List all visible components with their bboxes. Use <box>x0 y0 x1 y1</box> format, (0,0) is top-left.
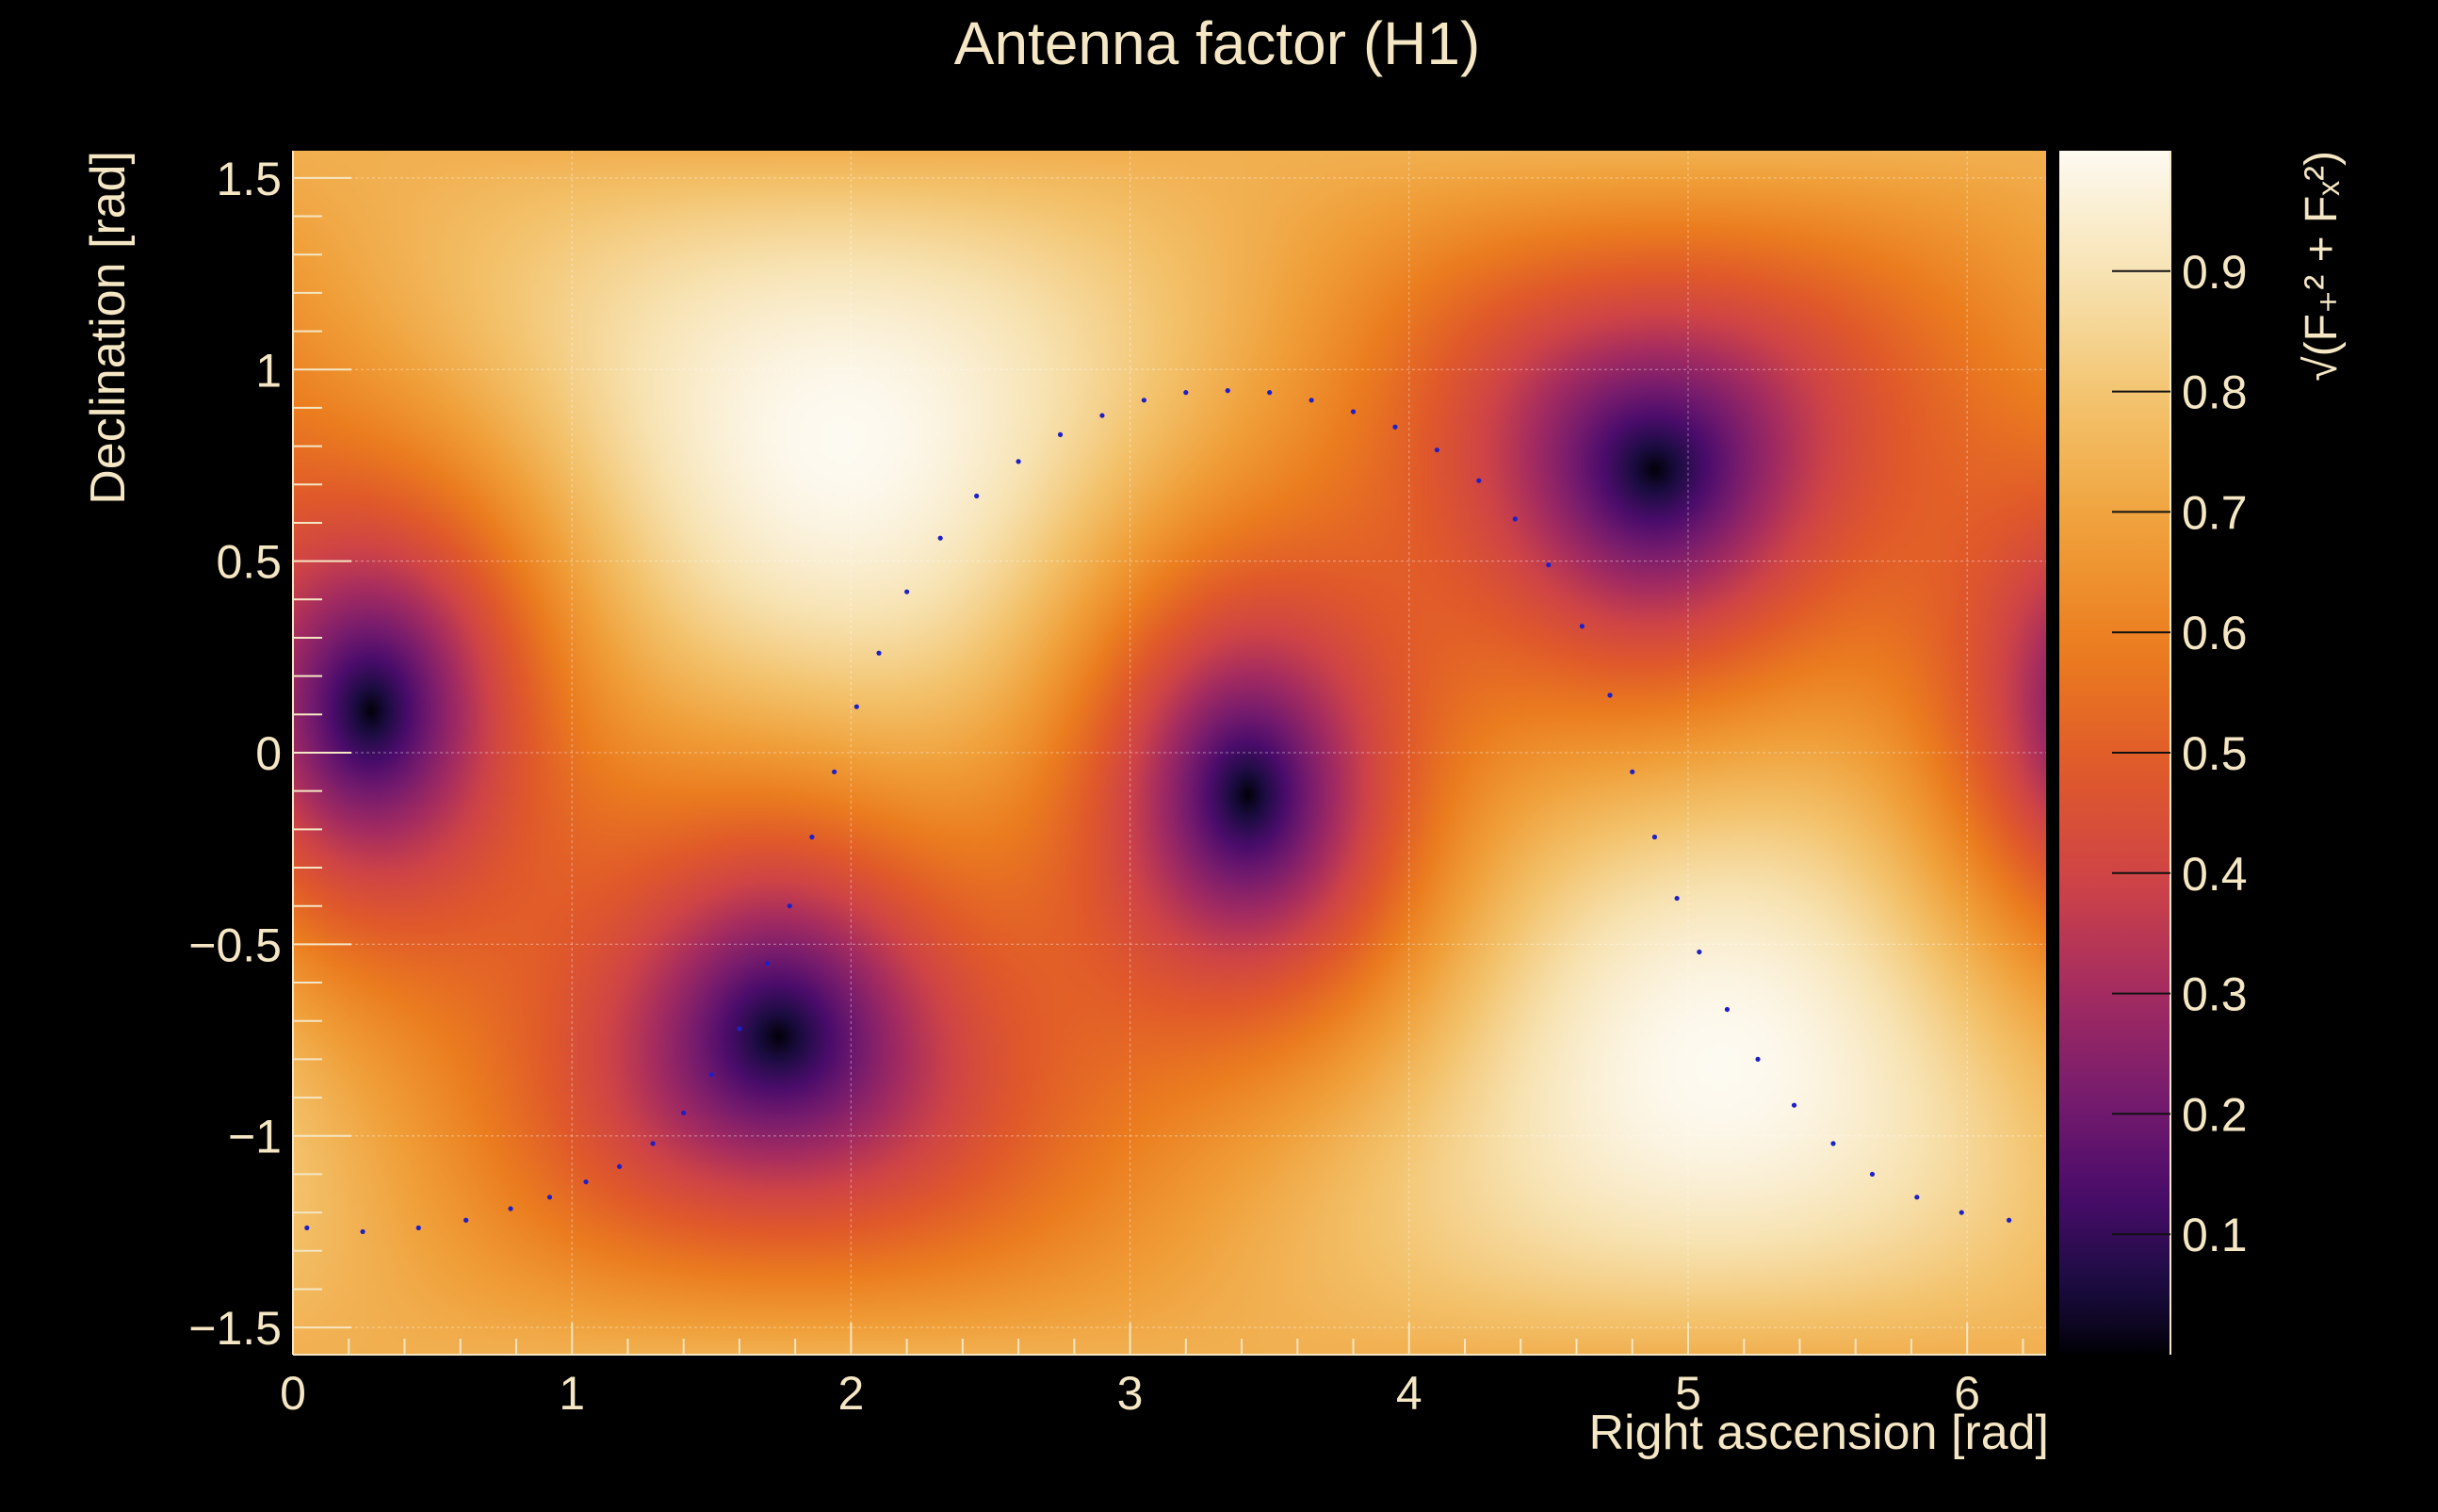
track-point <box>583 1179 589 1185</box>
track-point <box>1579 624 1585 629</box>
x-tick-label: 5 <box>1675 1367 1701 1420</box>
x-tick-label: 4 <box>1396 1367 1422 1420</box>
track-point <box>2007 1217 2012 1223</box>
track-point <box>1392 424 1398 430</box>
x-tick-label: 0 <box>280 1367 306 1420</box>
track-point <box>853 704 859 709</box>
track-point <box>1869 1171 1876 1178</box>
track-point <box>1476 478 1482 483</box>
track-point <box>1959 1210 1964 1215</box>
track-point <box>1791 1102 1797 1108</box>
track-point <box>832 769 837 774</box>
x-tick-label: 2 <box>837 1367 864 1420</box>
track-point <box>1607 692 1613 698</box>
track-point <box>1016 459 1021 464</box>
track-point <box>1308 398 1314 403</box>
track-point <box>1512 516 1518 522</box>
x-tick-label: 6 <box>1954 1367 1980 1420</box>
y-tick-label: −1 <box>228 1111 282 1163</box>
heatmap <box>293 151 2046 1355</box>
y-tick-label: 1.5 <box>216 153 282 205</box>
colorbar-tick-label: 0.8 <box>2182 366 2248 419</box>
track-point <box>1914 1195 1920 1200</box>
y-tick-label: 0 <box>255 727 282 780</box>
track-point <box>681 1110 687 1115</box>
track-point <box>650 1141 656 1146</box>
track-point <box>1674 895 1680 902</box>
track <box>304 388 2012 1235</box>
track-point <box>1546 562 1552 568</box>
y-tick-label: −0.5 <box>188 919 282 971</box>
track-point <box>546 1195 553 1200</box>
track-point <box>415 1225 421 1230</box>
track-point <box>708 1072 714 1078</box>
track-point <box>1099 413 1105 418</box>
colorbar-label: √(F₊² + Fₓ²) <box>2297 151 2347 382</box>
track-point <box>1630 769 1635 774</box>
track-point <box>787 903 792 909</box>
colorbar-tick-label: 0.4 <box>2182 848 2248 901</box>
track-point <box>937 535 943 541</box>
track-point <box>616 1163 623 1169</box>
track-point <box>876 650 882 656</box>
x-tick-label: 3 <box>1117 1367 1144 1420</box>
track-point <box>463 1217 469 1223</box>
colorbar-tick-label: 0.1 <box>2182 1209 2248 1261</box>
chart-title: Antenna factor (H1) <box>954 9 1481 77</box>
track-point <box>1830 1141 1836 1146</box>
track-point <box>737 1026 742 1032</box>
track-point <box>1651 834 1658 840</box>
x-tick-label: 1 <box>559 1367 585 1420</box>
colorbar-tick-label: 0.7 <box>2182 486 2248 539</box>
track-point <box>1225 388 1230 394</box>
colorbar-tick-label: 0.2 <box>2182 1088 2248 1141</box>
track-point <box>508 1206 513 1211</box>
track-point <box>974 493 980 499</box>
track-point <box>1183 390 1189 396</box>
track-point <box>764 961 771 967</box>
y-tick-label: 0.5 <box>216 536 282 589</box>
track-point <box>360 1228 366 1235</box>
track-point <box>1141 398 1146 403</box>
track-point <box>1724 1006 1731 1013</box>
track-point <box>304 1225 310 1230</box>
colorbar: 0.1 0.2 0.3 0.4 0.5 0.6 0.7 0.8 0.9 √(F₊² + Fₓ²) <box>2059 151 2347 1355</box>
y-axis-label: Declination [rad] <box>81 151 136 505</box>
colorbar-tick-label: 0.3 <box>2182 968 2248 1021</box>
colorbar-tick-label: 0.6 <box>2182 607 2248 659</box>
track-point <box>1350 409 1357 415</box>
y-tick-label: −1.5 <box>188 1302 282 1355</box>
axes: 0 1 2 3 4 5 6 1.5 1 0.5 0 −0.5 −1 −1.5 <box>188 151 2046 1420</box>
y-tick-label: 1 <box>255 344 282 397</box>
heatmap-image <box>293 151 2046 1355</box>
grid <box>292 151 2046 1355</box>
track-point <box>1434 447 1440 453</box>
track-point <box>904 589 910 594</box>
track-point <box>1267 390 1273 396</box>
track-point <box>1697 949 1702 955</box>
x-axis-label: Right ascension [rad] <box>1589 1406 2050 1460</box>
colorbar-tick-label: 0.9 <box>2182 246 2248 299</box>
colorbar-tick-label: 0.5 <box>2182 727 2248 780</box>
track-point <box>1755 1056 1761 1062</box>
track-point <box>1057 431 1064 437</box>
track-point <box>809 834 815 840</box>
